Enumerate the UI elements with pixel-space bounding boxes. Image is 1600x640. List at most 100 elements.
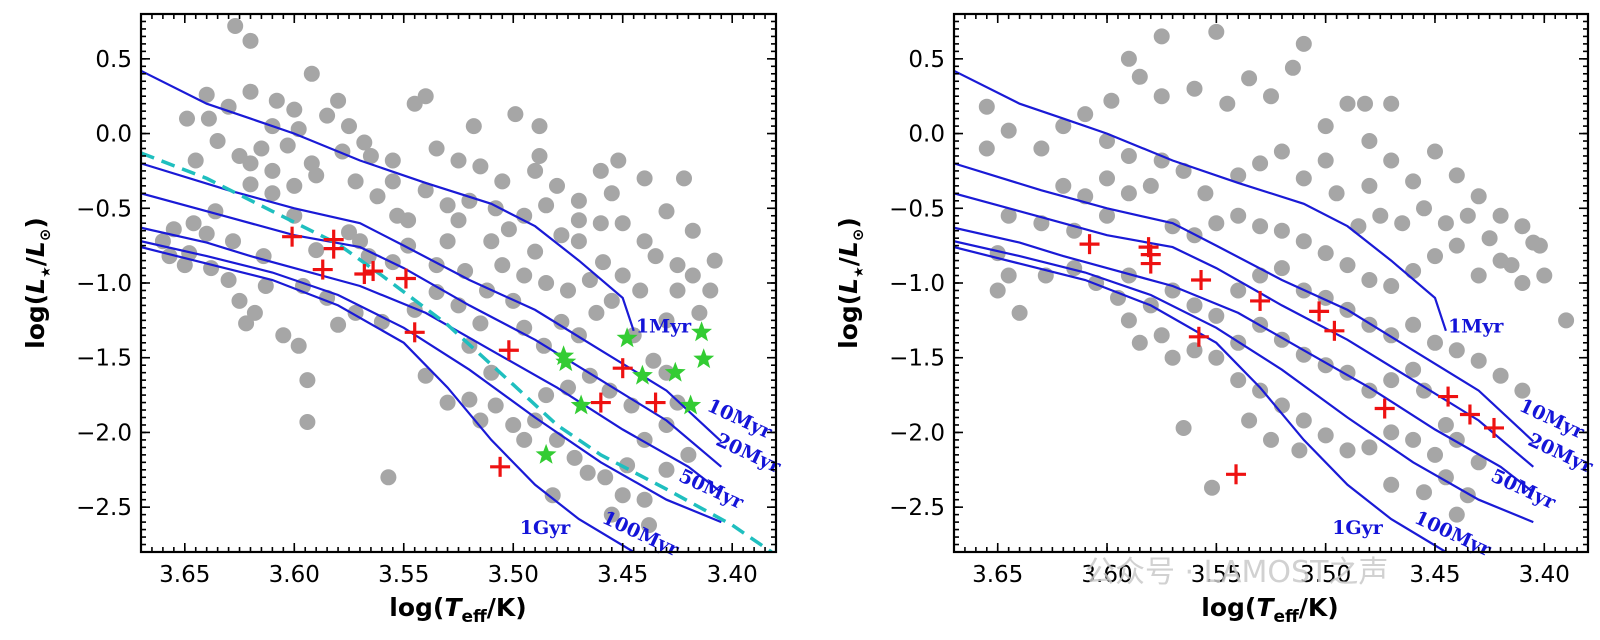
field-point [1197,185,1214,202]
field-point [303,65,320,82]
field-point [570,233,587,250]
field-point [1531,237,1548,254]
field-point [566,449,583,466]
field-point [264,185,281,202]
field-point [603,185,620,202]
x-axis-title: log(Teff/K) [1201,593,1338,627]
field-point [549,177,565,194]
field-point [1437,215,1454,232]
field-point [200,110,217,127]
cross-marker [363,261,384,282]
field-point [669,394,686,411]
field-point [516,267,533,284]
field-point [614,215,631,232]
field-point [527,412,544,429]
field-point [645,352,662,369]
field-point [450,152,467,169]
isochrone-label-100Myr: 100Myr [599,507,683,562]
field-point [570,192,587,209]
field-point [1153,88,1170,105]
field-point [619,457,636,474]
star-marker [555,351,577,372]
field-point [1317,152,1334,169]
cross-marker [395,268,416,289]
field-point [1405,173,1422,190]
field-point [581,272,598,288]
field-point [238,315,255,332]
field-point [1241,412,1258,429]
cross-marker [645,392,666,413]
field-point [1103,92,1120,109]
field-point [1142,177,1159,194]
field-point [231,292,248,309]
cross-marker [1483,417,1504,438]
field-point [384,152,401,169]
field-point [308,167,325,184]
star-marker [632,364,653,385]
field-point [1558,312,1575,329]
field-point [527,162,544,179]
cross-marker [1374,398,1395,419]
dashed-curve [141,151,773,552]
star-marker [664,361,686,382]
field-point [246,304,263,321]
field-point [303,155,320,172]
field-point [1416,382,1432,399]
field-point [1055,177,1072,194]
field-point [472,315,489,332]
field-point [461,391,478,408]
isochrone-label-1Myr: 1Myr [1448,315,1504,337]
field-point [1448,167,1465,184]
y-tick-label: −1.0 [889,271,945,297]
field-point [1405,361,1422,378]
field-point [299,372,316,389]
field-point [658,461,675,478]
cross-marker [312,259,333,280]
field-point [1263,431,1279,448]
field-point [1252,218,1269,235]
field-point [1273,260,1290,277]
field-point [472,412,489,429]
y-tick-label: −2.5 [76,495,132,521]
field-point [225,233,241,250]
field-point [275,327,292,344]
field-point [1492,367,1509,384]
field-point [989,282,1006,299]
field-point [1077,106,1094,123]
cross-marker [1191,270,1212,291]
x-tick-label: 3.60 [1081,562,1132,588]
field-point [1437,417,1454,433]
field-point [1208,23,1225,40]
field-point [487,397,504,414]
x-tick-label: 3.40 [1519,562,1570,588]
field-point [1120,267,1137,284]
field-point [592,215,609,232]
field-point [1427,248,1443,265]
field-point [691,304,708,321]
cross-marker [498,340,519,361]
field-point [595,254,611,271]
field-point [1000,122,1017,139]
field-point [500,221,517,238]
cross-marker [282,226,303,247]
field-point [1230,282,1247,299]
field-point [253,140,270,157]
field-point [570,212,587,229]
isochrone-label-1Gyr: 1Gyr [1332,517,1383,539]
field-point [1317,245,1334,262]
field-point [1437,469,1454,486]
field-point [658,417,675,433]
x-tick-label: 3.50 [488,562,539,588]
y-tick-label: −2.5 [889,495,945,521]
field-point [538,387,555,404]
field-point [560,379,576,396]
field-point [1230,372,1247,389]
field-point [439,233,456,250]
y-axis-title: log(L★/L⊙) [834,217,867,349]
field-point [257,278,274,294]
isochrone-line-1Gyr [954,246,1447,552]
field-point [428,140,445,157]
field-point [527,243,544,260]
